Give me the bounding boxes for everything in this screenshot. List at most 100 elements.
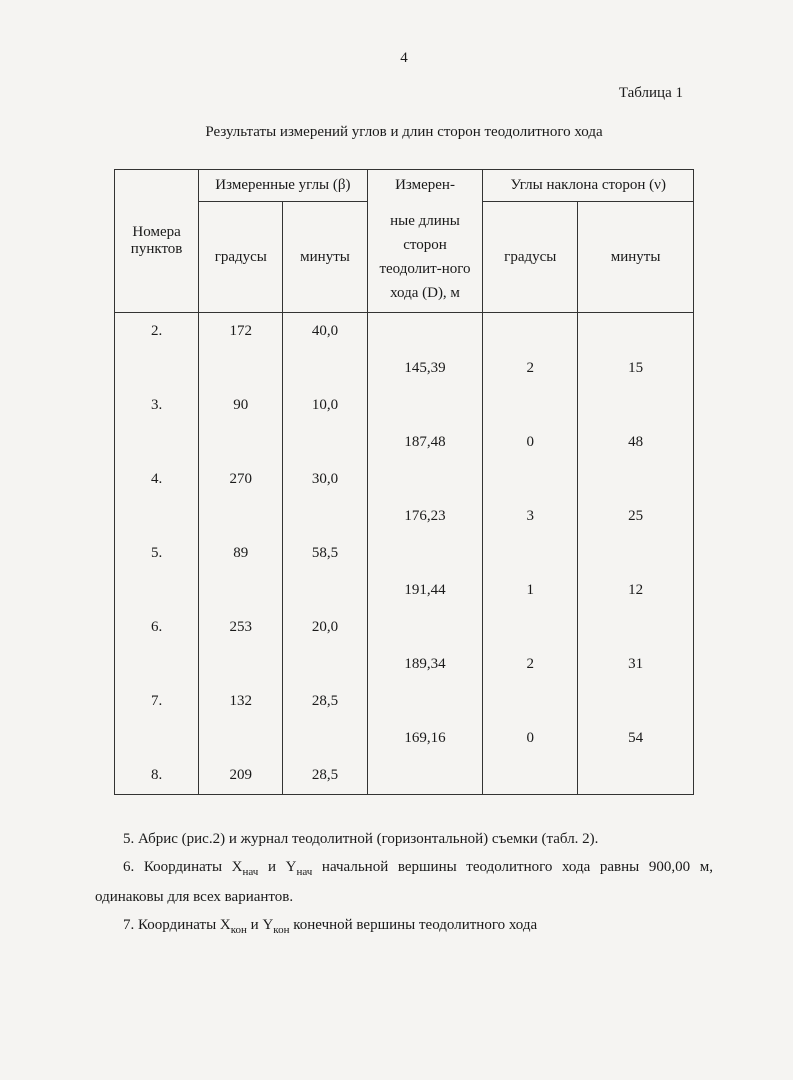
cell-nmin: 25 — [578, 498, 694, 535]
cell-point: 6. — [115, 609, 199, 646]
cell-ndeg — [483, 757, 578, 795]
table-row: 2.17240,0 — [115, 312, 694, 350]
hdr-angles-beta: Измеренные углы (β) — [199, 170, 367, 202]
cell-ndeg — [483, 609, 578, 646]
cell-point — [115, 572, 199, 609]
cell-ndeg: 0 — [483, 424, 578, 461]
cell-nmin: 54 — [578, 720, 694, 757]
cell-ndeg: 1 — [483, 572, 578, 609]
cell-d — [367, 387, 483, 424]
hdr-beta-deg: градусы — [199, 202, 283, 313]
cell-min — [283, 572, 367, 609]
table-row: 169,16054 — [115, 720, 694, 757]
cell-deg: 90 — [199, 387, 283, 424]
cell-d: 187,48 — [367, 424, 483, 461]
cell-d — [367, 683, 483, 720]
cell-nmin: 12 — [578, 572, 694, 609]
cell-nmin — [578, 461, 694, 498]
cell-nmin — [578, 757, 694, 795]
paragraph-5: 5. Абрис (рис.2) и журнал теодолитной (г… — [95, 825, 713, 854]
cell-ndeg: 3 — [483, 498, 578, 535]
cell-point — [115, 350, 199, 387]
cell-point: 8. — [115, 757, 199, 795]
cell-min — [283, 350, 367, 387]
cell-point: 5. — [115, 535, 199, 572]
cell-min: 40,0 — [283, 312, 367, 350]
cell-min — [283, 646, 367, 683]
cell-ndeg — [483, 312, 578, 350]
cell-ndeg — [483, 461, 578, 498]
paragraph-7: 7. Координаты Xкон и Yкон конечной верши… — [95, 911, 713, 941]
cell-point — [115, 424, 199, 461]
cell-point: 2. — [115, 312, 199, 350]
table-row: 191,44112 — [115, 572, 694, 609]
cell-deg: 132 — [199, 683, 283, 720]
cell-min: 58,5 — [283, 535, 367, 572]
table-row: 7.13228,5 — [115, 683, 694, 720]
cell-point — [115, 646, 199, 683]
cell-nmin — [578, 683, 694, 720]
cell-d: 189,34 — [367, 646, 483, 683]
cell-nmin — [578, 535, 694, 572]
cell-ndeg: 2 — [483, 646, 578, 683]
hdr-points: Номера пунктов — [115, 170, 199, 313]
hdr-length-top: Измерен- — [367, 170, 483, 202]
cell-deg: 172 — [199, 312, 283, 350]
cell-nmin: 15 — [578, 350, 694, 387]
cell-min — [283, 424, 367, 461]
cell-ndeg — [483, 683, 578, 720]
cell-min: 28,5 — [283, 757, 367, 795]
table-row: 189,34231 — [115, 646, 694, 683]
cell-point: 4. — [115, 461, 199, 498]
table-body: 2.17240,0145,392153.9010,0187,480484.270… — [115, 312, 694, 794]
cell-deg: 209 — [199, 757, 283, 795]
table-row: 145,39215 — [115, 350, 694, 387]
cell-d — [367, 461, 483, 498]
cell-min: 20,0 — [283, 609, 367, 646]
hdr-angles-nu: Углы наклона сторон (ν) — [483, 170, 694, 202]
cell-min: 28,5 — [283, 683, 367, 720]
measurements-table: Номера пунктов Измеренные углы (β) Измер… — [114, 169, 694, 795]
cell-nmin — [578, 387, 694, 424]
cell-min — [283, 720, 367, 757]
cell-nmin — [578, 312, 694, 350]
cell-ndeg — [483, 535, 578, 572]
cell-deg — [199, 350, 283, 387]
cell-d: 191,44 — [367, 572, 483, 609]
hdr-beta-min: минуты — [283, 202, 367, 313]
paragraph-6: 6. Координаты Xнач и Yнач начальной верш… — [95, 853, 713, 911]
cell-ndeg — [483, 387, 578, 424]
cell-nmin — [578, 609, 694, 646]
cell-point: 7. — [115, 683, 199, 720]
cell-deg — [199, 720, 283, 757]
cell-d — [367, 609, 483, 646]
cell-deg — [199, 424, 283, 461]
table-row: 8.20928,5 — [115, 757, 694, 795]
table-row: 5.8958,5 — [115, 535, 694, 572]
cell-d: 169,16 — [367, 720, 483, 757]
hdr-length-rest: ные длины сторон теодолит-ного хода (D),… — [367, 202, 483, 313]
cell-nmin: 48 — [578, 424, 694, 461]
cell-deg: 253 — [199, 609, 283, 646]
cell-ndeg: 0 — [483, 720, 578, 757]
cell-point: 3. — [115, 387, 199, 424]
table-title: Результаты измерений углов и длин сторон… — [95, 124, 713, 141]
table-row: 6.25320,0 — [115, 609, 694, 646]
table-row: 176,23325 — [115, 498, 694, 535]
hdr-nu-deg: градусы — [483, 202, 578, 313]
cell-d: 176,23 — [367, 498, 483, 535]
cell-deg — [199, 572, 283, 609]
cell-d — [367, 535, 483, 572]
cell-d — [367, 757, 483, 795]
cell-point — [115, 498, 199, 535]
cell-min — [283, 498, 367, 535]
table-row: 187,48048 — [115, 424, 694, 461]
cell-ndeg: 2 — [483, 350, 578, 387]
page-number: 4 — [95, 50, 713, 67]
cell-deg — [199, 498, 283, 535]
cell-deg: 270 — [199, 461, 283, 498]
hdr-nu-min: минуты — [578, 202, 694, 313]
table-row: 4.27030,0 — [115, 461, 694, 498]
table-row: 3.9010,0 — [115, 387, 694, 424]
cell-d: 145,39 — [367, 350, 483, 387]
